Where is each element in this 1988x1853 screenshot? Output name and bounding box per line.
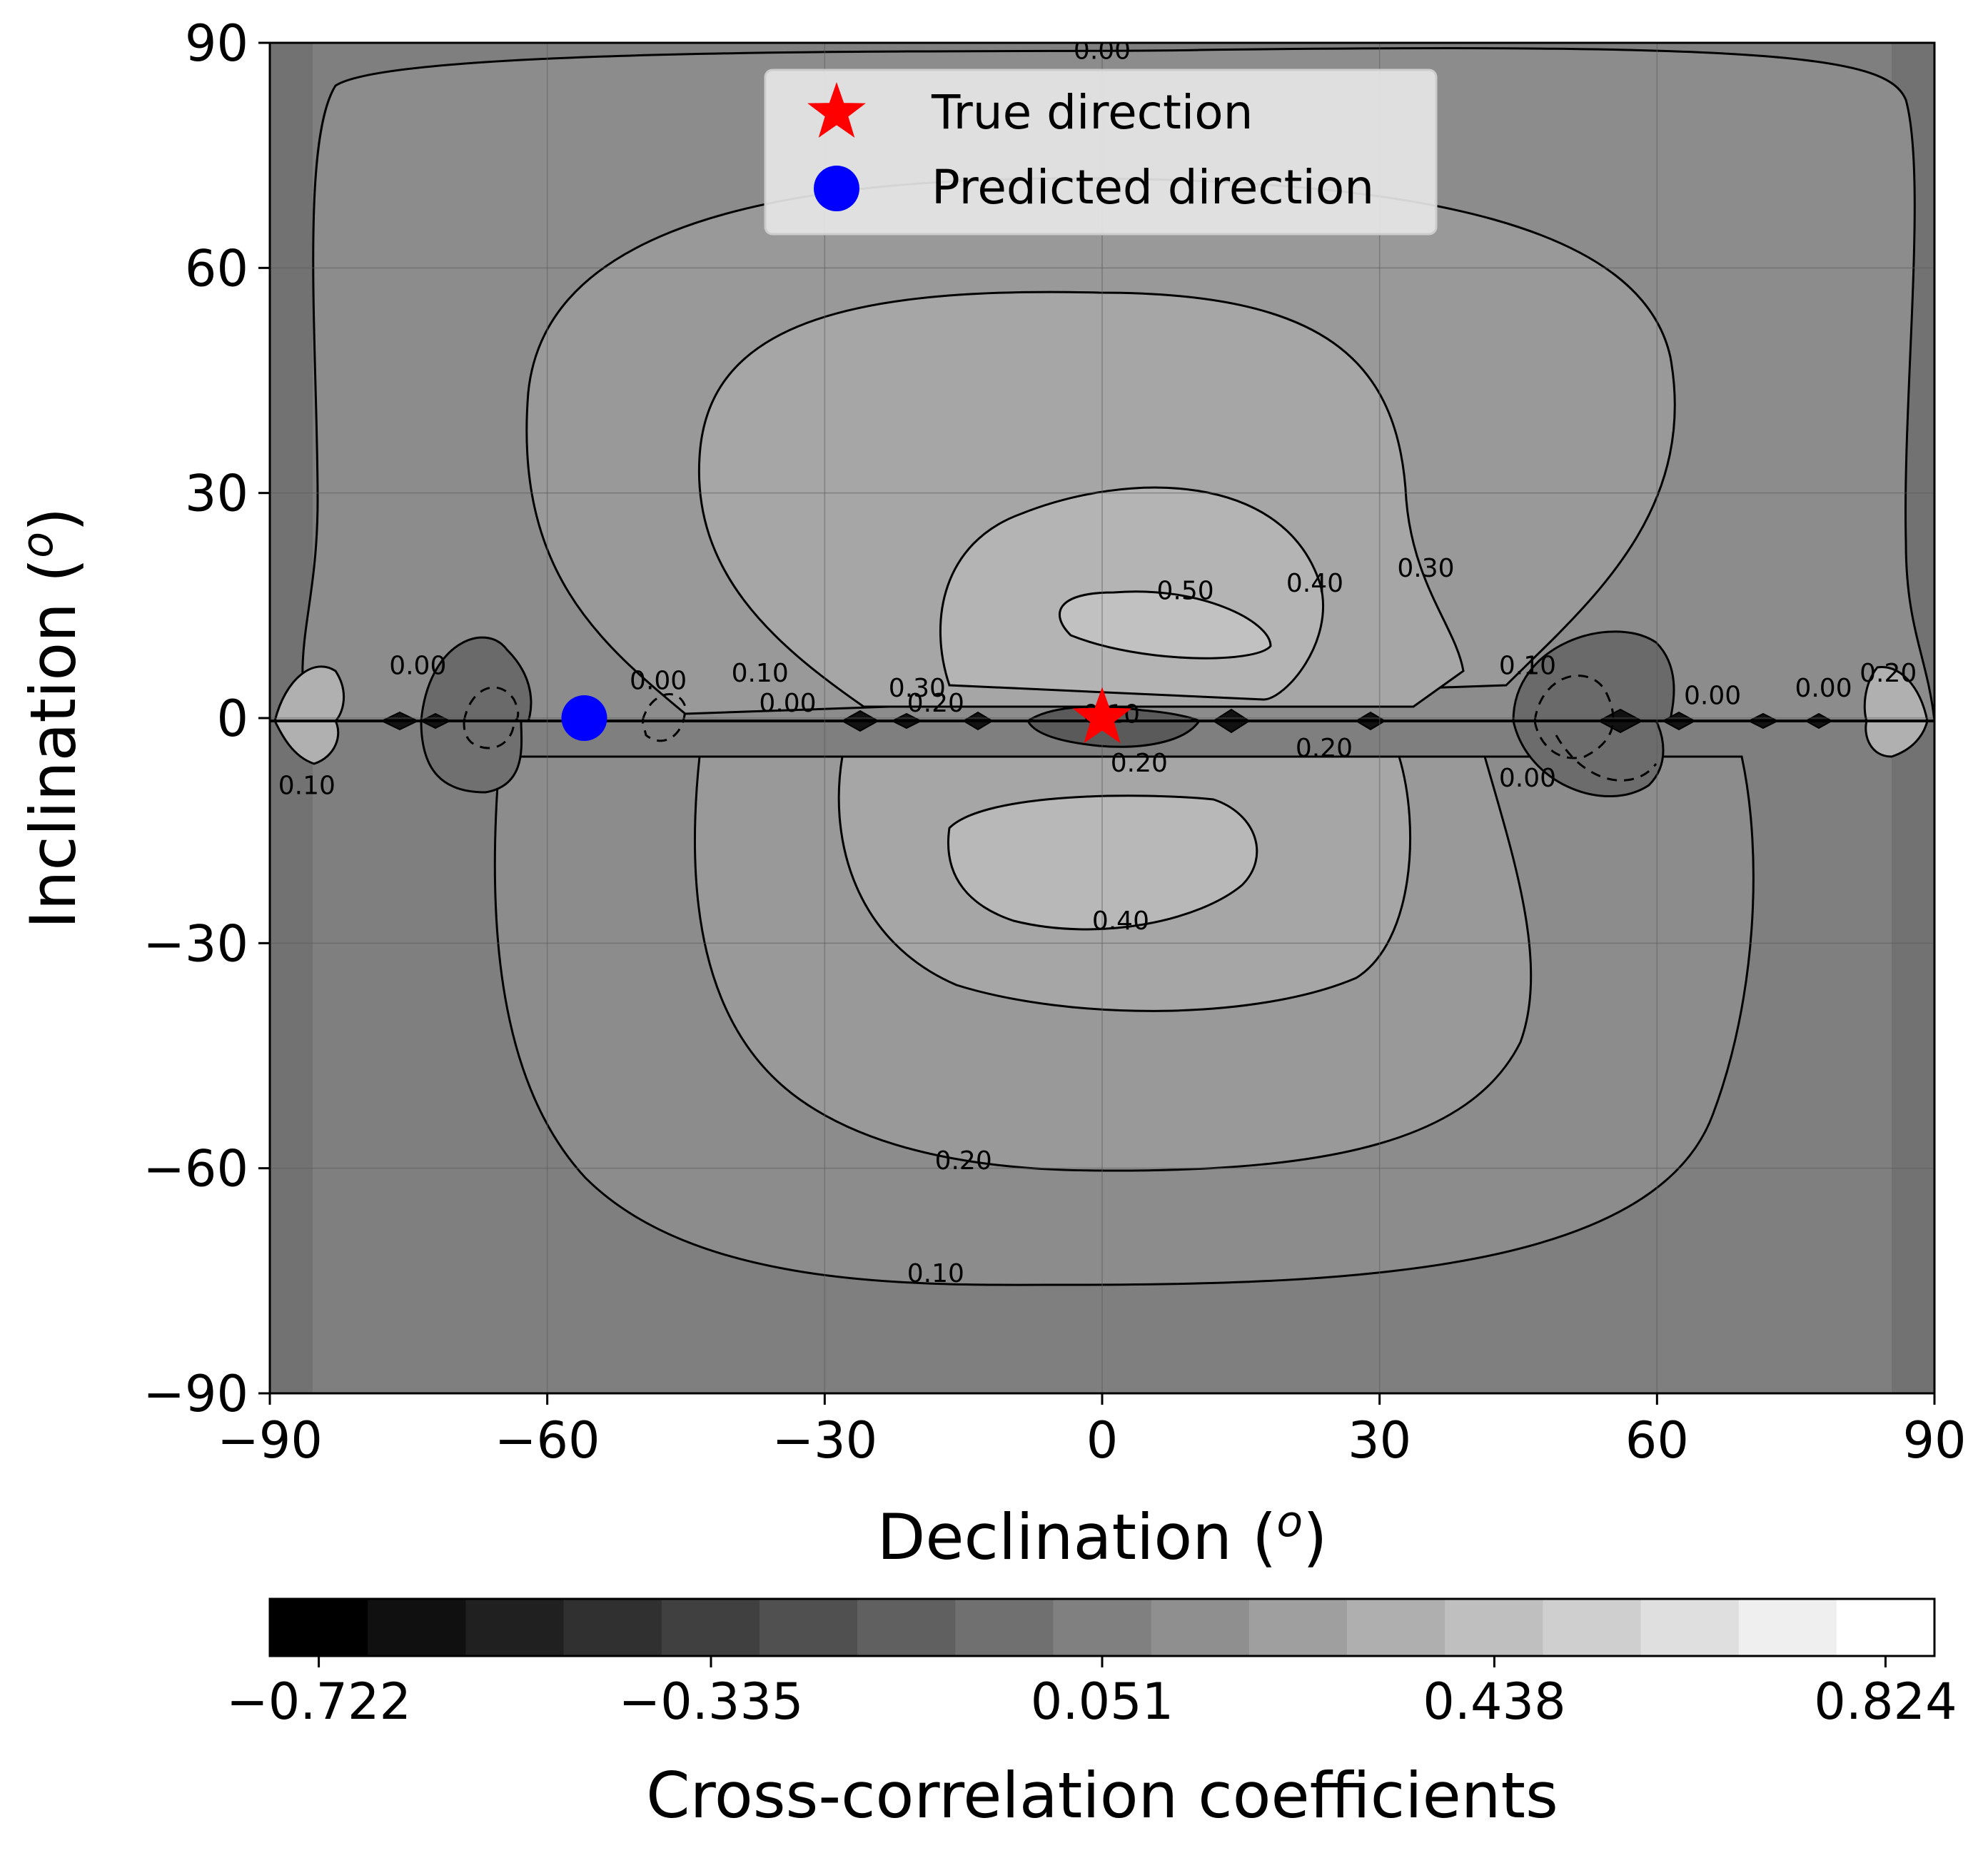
- predicted-direction-point: [561, 695, 607, 741]
- contour-label-7: 0.00: [389, 651, 446, 680]
- negative-contour-right-lower: [1555, 734, 1657, 782]
- y-axis-ticks: −90 −60 −30 0 30 60 90: [143, 14, 270, 1423]
- contour-fill-level-0.50-upper: [1059, 590, 1272, 660]
- contour-label-8: 0.10: [278, 772, 335, 801]
- colorbar-tick-label-1: −0.335: [618, 1672, 803, 1731]
- colorbar-bins: [270, 1599, 1935, 1656]
- colorbar-bin-5: [759, 1599, 858, 1656]
- colorbar-bin-16: [1836, 1599, 1935, 1656]
- y-axis-label-close: ): [16, 508, 90, 532]
- contour-lobe-far-right: [1863, 665, 1929, 758]
- x-tick-label-3: 0: [1086, 1411, 1119, 1470]
- contour-label-4: 0.40: [1092, 907, 1149, 936]
- x-tick-label-0: −90: [217, 1411, 323, 1470]
- colorbar-bin-1: [368, 1599, 466, 1656]
- contour-label-2: 0.40: [1286, 569, 1343, 598]
- contour-label-13: 0.20: [907, 689, 964, 718]
- contour-label-1: 0.50: [1157, 576, 1214, 605]
- colorbar-bin-3: [563, 1599, 662, 1656]
- contour-label-19: 0.20: [1860, 659, 1917, 688]
- colorbar-bin-8: [1053, 1599, 1152, 1656]
- y-tick-label-0: −90: [143, 1365, 248, 1423]
- colorbar-bin-10: [1248, 1599, 1348, 1656]
- negative-contour-left: [463, 686, 520, 749]
- y-axis-label: Inclination (o): [13, 508, 90, 929]
- y-tick-label-5: 60: [185, 239, 248, 298]
- negative-contour-mid-left: [641, 693, 687, 742]
- x-tick-label-1: −60: [495, 1411, 600, 1470]
- x-tick-label-5: 60: [1625, 1411, 1689, 1470]
- contour-label-15: 0.20: [1111, 749, 1168, 778]
- colorbar-bin-6: [857, 1599, 956, 1656]
- contour-label-20: 0.00: [1795, 674, 1852, 703]
- x-axis-label-text: Declination (: [877, 1500, 1277, 1574]
- legend-box: [764, 69, 1438, 236]
- circle-icon: [814, 166, 859, 211]
- colorbar-tick-label-4: 0.824: [1814, 1672, 1957, 1731]
- colorbar-tick-label-2: 0.051: [1031, 1672, 1174, 1731]
- colorbar-ticks: −0.722 −0.335 0.051 0.438 0.824: [226, 1656, 1957, 1731]
- contour-label-11: 0.00: [759, 689, 816, 718]
- x-axis-label: Declination (o): [877, 1497, 1328, 1574]
- y-tick-label-2: −30: [143, 914, 248, 973]
- colorbar: −0.722 −0.335 0.051 0.438 0.824 Cross-correl…: [226, 1597, 1957, 1832]
- contour-label-0: 0.00: [1074, 36, 1131, 66]
- contour-lobe-right-dark-lower: [1512, 720, 1665, 797]
- colorbar-bin-2: [465, 1599, 565, 1656]
- data-points: [561, 687, 1132, 744]
- legend-label-predicted: Predicted direction: [932, 160, 1374, 215]
- x-axis-label-unit: o: [1276, 1497, 1303, 1547]
- colorbar-bin-13: [1543, 1599, 1641, 1656]
- colorbar-tick-label-0: −0.722: [226, 1672, 411, 1731]
- x-axis-label-close: ): [1303, 1500, 1327, 1574]
- contour-label-16: 0.20: [1296, 734, 1353, 763]
- y-tick-label-4: 30: [185, 465, 248, 523]
- contour-label-9: 0.00: [630, 666, 687, 695]
- contour-label-18: 0.00: [1499, 764, 1556, 793]
- contour-label-21: 0.00: [1684, 681, 1741, 710]
- colorbar-bin-15: [1738, 1599, 1837, 1656]
- colorbar-bin-14: [1640, 1599, 1740, 1656]
- y-axis-label-text: Inclination (: [16, 558, 90, 929]
- x-axis-ticks: −90 −60 −30 0 30 60 90: [217, 1393, 1967, 1470]
- colorbar-tick-label-3: 0.438: [1423, 1672, 1565, 1731]
- legend-label-true: True direction: [931, 85, 1253, 140]
- x-tick-label-2: −30: [772, 1411, 877, 1470]
- contour-lobe-left-dark: [420, 636, 533, 722]
- colorbar-bin-11: [1346, 1599, 1445, 1656]
- negative-contour-right: [1533, 675, 1615, 759]
- x-tick-label-6: 90: [1902, 1411, 1966, 1470]
- colorbar-label: Cross-correlation coefficients: [646, 1759, 1558, 1832]
- star-icon: [807, 81, 866, 138]
- contour-label-12: 0.30: [889, 674, 946, 703]
- contour-label-3: 0.30: [1397, 554, 1454, 583]
- contour-label-10: 0.10: [732, 659, 789, 688]
- colorbar-bin-0: [270, 1599, 368, 1656]
- negative-contours: [463, 675, 1657, 782]
- colorbar-bin-9: [1151, 1599, 1250, 1656]
- contour-label-17: 0.10: [1499, 651, 1556, 680]
- y-axis-label-unit: o: [13, 532, 63, 558]
- colorbar-bin-12: [1445, 1599, 1543, 1656]
- contour-label-6: 0.10: [907, 1259, 964, 1288]
- colorbar-bin-7: [955, 1599, 1054, 1656]
- plot-area: 0.000.50 0.400.300.400.200.100.000.100.00…: [270, 36, 1934, 1393]
- y-tick-label-3: 0: [216, 690, 248, 748]
- x-tick-label-4: 30: [1348, 1411, 1411, 1470]
- y-tick-label-1: −60: [143, 1140, 248, 1198]
- y-tick-label-6: 90: [185, 14, 248, 73]
- legend: True direction Predicted direction: [764, 69, 1438, 236]
- true-direction-star: [1072, 687, 1132, 744]
- contour-lobe-right-dark: [1512, 630, 1675, 722]
- contour-lobe-left-dark-lower: [420, 720, 523, 794]
- colorbar-bin-4: [661, 1599, 760, 1656]
- contour-label-5: 0.20: [935, 1146, 992, 1176]
